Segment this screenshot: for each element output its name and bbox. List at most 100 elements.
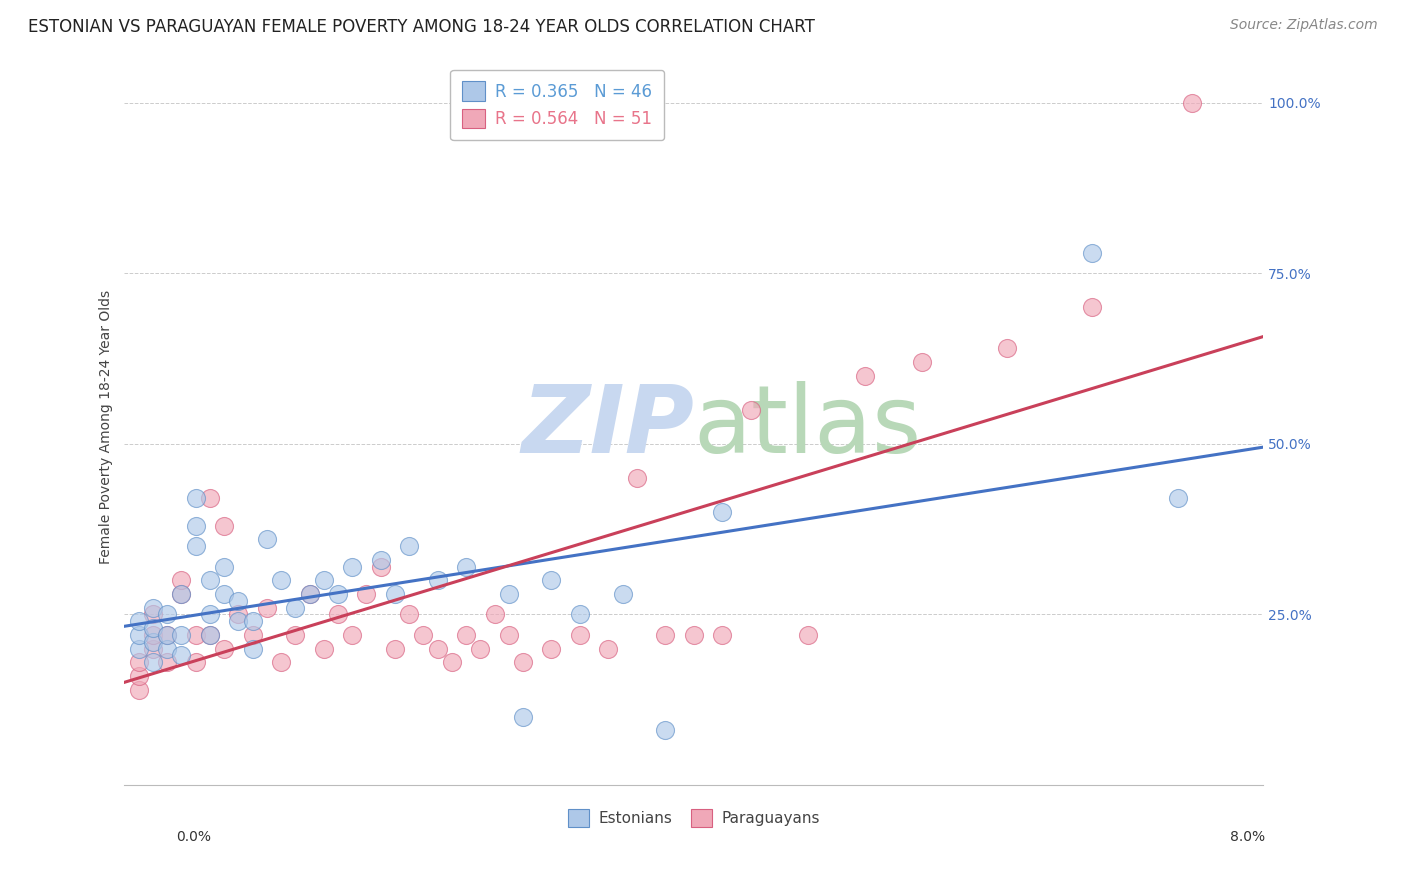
Point [142, 628, 165, 642]
Point [711, 628, 734, 642]
Point [270, 655, 292, 669]
Point [456, 628, 478, 642]
Text: ZIP: ZIP [522, 381, 693, 473]
Point [342, 559, 364, 574]
Point [456, 559, 478, 574]
Point [128, 628, 150, 642]
Point [156, 628, 179, 642]
Point [142, 655, 165, 669]
Point [398, 539, 420, 553]
Point [156, 628, 179, 642]
Point [654, 628, 676, 642]
Point [256, 600, 278, 615]
Point [170, 587, 193, 601]
Text: 8.0%: 8.0% [1230, 830, 1265, 844]
Point [142, 607, 165, 622]
Point [284, 628, 307, 642]
Point [212, 641, 235, 656]
Point [540, 641, 562, 656]
Point [170, 574, 193, 588]
Y-axis label: Female Poverty Among 18-24 Year Olds: Female Poverty Among 18-24 Year Olds [100, 290, 114, 564]
Point [142, 641, 165, 656]
Point [1167, 491, 1189, 506]
Point [198, 491, 221, 506]
Text: atlas: atlas [693, 381, 922, 473]
Point [312, 641, 335, 656]
Point [142, 634, 165, 648]
Point [498, 628, 520, 642]
Point [128, 682, 150, 697]
Point [711, 505, 734, 519]
Text: Source: ZipAtlas.com: Source: ZipAtlas.com [1230, 18, 1378, 32]
Point [298, 587, 321, 601]
Point [242, 615, 264, 629]
Point [228, 607, 250, 622]
Point [184, 539, 207, 553]
Point [440, 655, 463, 669]
Point [298, 587, 321, 601]
Point [198, 607, 221, 622]
Point [342, 628, 364, 642]
Point [426, 641, 449, 656]
Point [682, 628, 704, 642]
Point [128, 615, 150, 629]
Point [142, 600, 165, 615]
Point [654, 723, 676, 738]
Point [184, 518, 207, 533]
Point [198, 628, 221, 642]
Text: 0.0%: 0.0% [176, 830, 211, 844]
Point [853, 368, 876, 383]
Point [910, 355, 932, 369]
Point [540, 574, 562, 588]
Point [198, 574, 221, 588]
Point [484, 607, 506, 622]
Point [426, 574, 449, 588]
Point [312, 574, 335, 588]
Point [398, 607, 420, 622]
Point [184, 491, 207, 506]
Point [170, 648, 193, 663]
Point [128, 669, 150, 683]
Point [568, 628, 591, 642]
Point [228, 615, 250, 629]
Point [198, 628, 221, 642]
Point [512, 655, 534, 669]
Point [626, 471, 648, 485]
Point [212, 559, 235, 574]
Point [212, 518, 235, 533]
Point [326, 587, 349, 601]
Legend: Estonians, Paraguayans: Estonians, Paraguayans [561, 802, 827, 835]
Point [568, 607, 591, 622]
Point [284, 600, 307, 615]
Point [384, 587, 406, 601]
Point [995, 341, 1018, 355]
Point [1081, 301, 1104, 315]
Point [470, 641, 492, 656]
Point [256, 533, 278, 547]
Point [142, 621, 165, 635]
Point [512, 710, 534, 724]
Point [184, 628, 207, 642]
Point [370, 559, 392, 574]
Point [228, 594, 250, 608]
Point [370, 553, 392, 567]
Point [740, 402, 762, 417]
Point [384, 641, 406, 656]
Point [1181, 95, 1204, 110]
Point [170, 628, 193, 642]
Point [356, 587, 378, 601]
Point [242, 641, 264, 656]
Point [184, 655, 207, 669]
Point [156, 607, 179, 622]
Point [412, 628, 434, 642]
Point [796, 628, 818, 642]
Point [270, 574, 292, 588]
Point [242, 628, 264, 642]
Point [156, 655, 179, 669]
Point [598, 641, 620, 656]
Point [1081, 245, 1104, 260]
Point [212, 587, 235, 601]
Point [128, 655, 150, 669]
Point [326, 607, 349, 622]
Point [128, 641, 150, 656]
